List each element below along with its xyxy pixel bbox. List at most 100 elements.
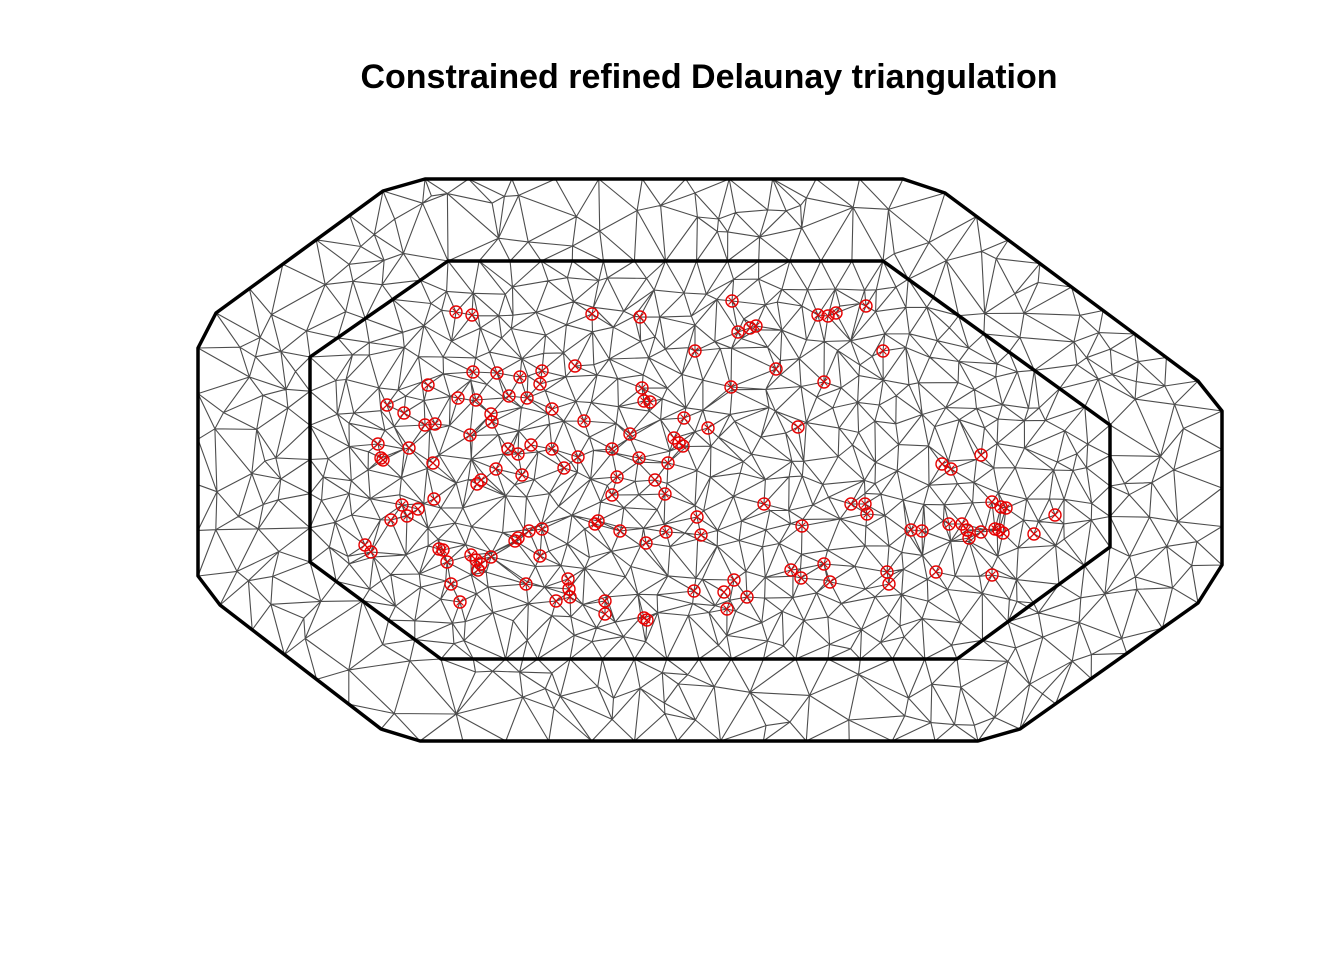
observation-point — [794, 571, 808, 585]
inner-boundary — [308, 259, 1112, 661]
observation-point — [876, 344, 890, 358]
observation-point — [605, 442, 619, 456]
observation-point — [858, 497, 872, 511]
observation-point — [364, 545, 378, 559]
observation-point — [561, 572, 575, 586]
observation-point — [520, 391, 534, 405]
observation-point — [996, 526, 1010, 540]
observation-point — [471, 563, 485, 577]
observation-point — [635, 381, 649, 395]
observation-point — [440, 555, 454, 569]
observation-point — [395, 498, 409, 512]
observation-point — [418, 418, 432, 432]
boundaries — [196, 177, 1224, 743]
observation-point — [513, 370, 527, 384]
observation-point — [470, 477, 484, 491]
observation-point — [757, 497, 771, 511]
observation-point — [453, 595, 467, 609]
observation-point — [449, 305, 463, 319]
observation-point — [882, 577, 896, 591]
observation-point — [515, 468, 529, 482]
observation-point — [451, 391, 465, 405]
observation-point — [465, 308, 479, 322]
observation-point — [844, 497, 858, 511]
observation-point — [1048, 508, 1062, 522]
observation-points — [358, 294, 1062, 627]
observation-point — [942, 517, 956, 531]
observation-point — [380, 398, 394, 412]
observation-point — [427, 492, 441, 506]
observation-point — [648, 473, 662, 487]
observation-point — [519, 577, 533, 591]
observation-point — [610, 470, 624, 484]
observation-point — [724, 380, 738, 394]
observation-point — [974, 525, 988, 539]
observation-point — [533, 549, 547, 563]
observation-point — [411, 502, 425, 516]
observation-point — [605, 488, 619, 502]
observation-point — [436, 543, 450, 557]
observation-point — [688, 344, 702, 358]
observation-point — [694, 528, 708, 542]
observation-point — [463, 428, 477, 442]
mesh-edges — [197, 178, 1223, 742]
observation-point — [426, 456, 440, 470]
observation-point — [974, 448, 988, 462]
observation-point — [484, 550, 498, 564]
observation-point — [915, 524, 929, 538]
observation-point — [749, 319, 763, 333]
observation-point — [623, 427, 637, 441]
observation-point — [376, 453, 390, 467]
observation-point — [384, 513, 398, 527]
observation-point — [397, 406, 411, 420]
observation-point — [524, 438, 538, 452]
observation-point — [598, 594, 612, 608]
observation-point — [1027, 527, 1041, 541]
observation-point — [676, 439, 690, 453]
observation-point — [598, 607, 612, 621]
observation-point — [904, 523, 918, 537]
observation-point — [632, 451, 646, 465]
observation-point — [402, 441, 416, 455]
observation-point — [549, 594, 563, 608]
observation-point — [490, 366, 504, 380]
observation-point — [613, 524, 627, 538]
observation-point — [795, 519, 809, 533]
observation-point — [962, 531, 976, 545]
observation-point — [588, 517, 602, 531]
observation-point — [784, 563, 798, 577]
observation-point — [508, 534, 522, 548]
observation-point — [985, 568, 999, 582]
observation-point — [545, 402, 559, 416]
observation-point — [444, 577, 458, 591]
observation-point — [563, 590, 577, 604]
observation-point — [860, 507, 874, 521]
observation-point — [639, 536, 653, 550]
observation-point — [485, 415, 499, 429]
observation-point — [817, 375, 831, 389]
observation-point — [511, 447, 525, 461]
page-title: Constrained refined Delaunay triangulati… — [360, 58, 1058, 96]
observation-point — [577, 414, 591, 428]
observation-point — [658, 487, 672, 501]
observation-point — [817, 557, 831, 571]
observation-point — [469, 393, 483, 407]
observation-point — [466, 365, 480, 379]
observation-point — [859, 299, 873, 313]
observation-point — [428, 417, 442, 431]
observation-point — [727, 573, 741, 587]
observation-point — [667, 431, 681, 445]
observation-point — [731, 325, 745, 339]
observation-point — [935, 457, 949, 471]
observation-point — [661, 456, 675, 470]
observation-point — [522, 524, 536, 538]
observation-point — [568, 359, 582, 373]
observation-point — [371, 437, 385, 451]
observation-point — [717, 585, 731, 599]
observation-point — [929, 565, 943, 579]
observation-point — [421, 378, 435, 392]
outer-boundary — [196, 177, 1224, 743]
observation-point — [489, 462, 503, 476]
observation-point — [643, 395, 657, 409]
